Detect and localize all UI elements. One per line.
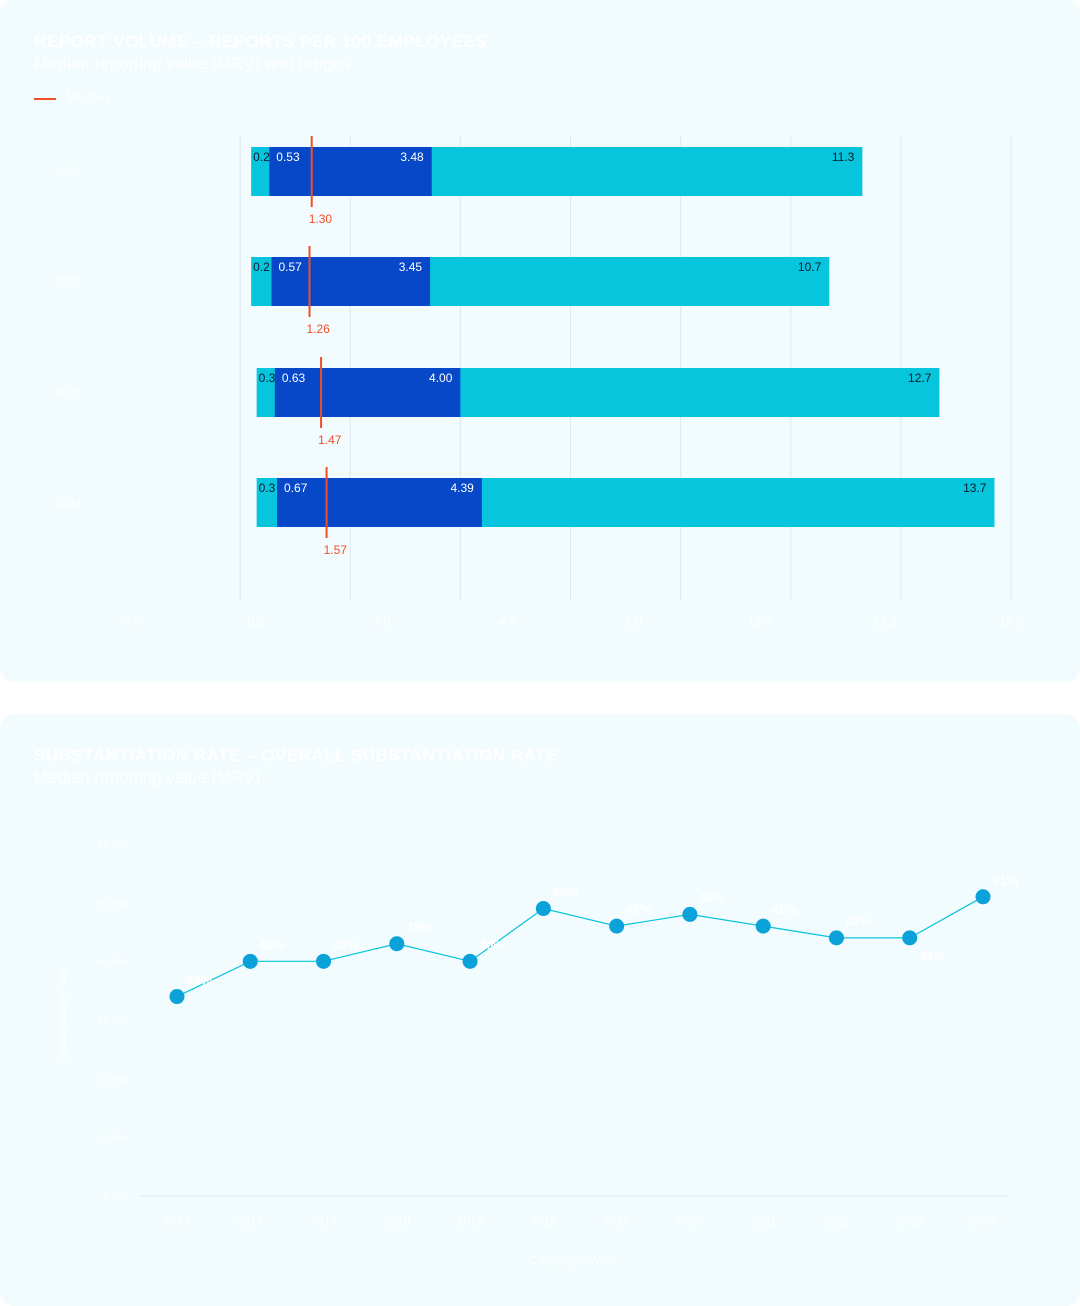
data-point xyxy=(316,953,332,969)
y-tick-label: 0.0% xyxy=(103,1191,128,1203)
y-tick-label: 60.0% xyxy=(97,839,128,851)
data-value-label: 40% xyxy=(259,937,285,952)
y-axis-title: Substantiation Rate xyxy=(57,966,69,1062)
chart1-subtitle: Median reporting value (MRV) and ranges xyxy=(34,54,351,73)
high-value-label: 13.7 xyxy=(963,481,987,495)
data-value-label: 34% xyxy=(186,973,212,988)
median-value-label: 1.26 xyxy=(307,322,331,336)
data-value-label: 51% xyxy=(992,873,1018,888)
data-point xyxy=(389,936,405,952)
range-bar-inner xyxy=(269,147,432,196)
low-value-label: 0.3 xyxy=(259,481,276,495)
x-tick-label: 2015 xyxy=(310,1214,337,1228)
high-value-label: 10.7 xyxy=(798,260,822,274)
x-tick-label: 2014 xyxy=(237,1214,264,1228)
high-value-label: 12.7 xyxy=(908,371,932,385)
data-point xyxy=(169,989,185,1005)
x-tick-label: 2.0 xyxy=(373,615,390,629)
data-point xyxy=(975,889,991,905)
q3-value-label: 3.48 xyxy=(400,150,424,164)
data-value-label: 44% xyxy=(919,948,945,963)
chart1-title: REPORT VOLUME – REPORTS PER 100 EMPLOYEE… xyxy=(34,32,488,51)
y-tick-label: 40.0% xyxy=(97,956,128,968)
median-value-label: 1.47 xyxy=(318,433,342,447)
y-category-label: 2022 xyxy=(55,275,82,289)
x-tick-label: 14.0 xyxy=(999,615,1023,629)
x-tick-label: 4.0 xyxy=(499,615,516,629)
low-value-label: 0.3 xyxy=(259,371,276,385)
median-legend-swatch xyxy=(34,98,56,100)
data-value-label: 46% xyxy=(626,902,652,917)
median-legend-label: Median xyxy=(66,90,109,105)
q1-value-label: 0.57 xyxy=(279,260,303,274)
y-tick-label: 30.0% xyxy=(97,1015,128,1027)
x-tick-label: 2022 xyxy=(823,1214,850,1228)
report-volume-chart: -2.0 0.0 2.0 4.0 6.0 10.0 12.0 14.0 2021 0.2 0.53 3… xyxy=(55,136,1023,629)
q3-value-label: 3.45 xyxy=(399,260,423,274)
report-volume-card: REPORT VOLUME – REPORTS PER 100 EMPLOYEE… xyxy=(0,0,1080,682)
series-line xyxy=(176,896,984,998)
data-value-label: 40% xyxy=(333,937,359,952)
y-tick-label: 20.0% xyxy=(97,1074,128,1086)
data-value-label: 46% xyxy=(772,902,798,917)
x-tick-label: 2016 xyxy=(383,1214,410,1228)
x-tick-label: 2019 xyxy=(603,1214,630,1228)
x-tick-label: 2024 xyxy=(970,1214,997,1228)
y-tick-label: 10.0% xyxy=(97,1132,128,1144)
x-tick-label: 2021 xyxy=(750,1214,777,1228)
data-value-label: 40% xyxy=(479,937,505,952)
range-bar-inner xyxy=(277,478,482,527)
substantiation-rate-chart: 0.0% 10.0% 20.0% 30.0% 40.0% 50.0% 60.0% Substa… xyxy=(57,839,1018,1268)
range-bar-inner xyxy=(274,368,461,417)
chart2-title: SUBSTANTIATION RATE – OVERALL SUBSTANTIA… xyxy=(34,746,558,765)
q3-value-label: 4.39 xyxy=(450,481,474,495)
q1-value-label: 0.67 xyxy=(284,481,308,495)
q3-value-label: 4.00 xyxy=(429,371,453,385)
data-point xyxy=(902,930,918,946)
data-value-label: 48% xyxy=(699,890,725,905)
data-point xyxy=(828,930,844,946)
x-tick-label: -2.0 xyxy=(120,615,141,629)
x-tick-label: 10.0 xyxy=(748,615,772,629)
x-tick-label: 2018 xyxy=(530,1214,557,1228)
x-tick-label: 6.0 xyxy=(625,615,642,629)
data-value-label: 43% xyxy=(406,920,432,935)
x-tick-label: 2017 xyxy=(457,1214,484,1228)
low-value-label: 0.2 xyxy=(253,150,270,164)
x-tick-label: 0.0 xyxy=(248,615,265,629)
data-point xyxy=(535,901,551,917)
data-point xyxy=(682,906,698,922)
x-tick-label: 2023 xyxy=(896,1214,923,1228)
low-value-label: 0.2 xyxy=(253,260,270,274)
y-category-label: 2024 xyxy=(55,496,82,510)
data-point xyxy=(242,953,258,969)
median-value-label: 1.57 xyxy=(324,543,348,557)
median-value-label: 1.30 xyxy=(309,212,333,226)
x-tick-label: 12.0 xyxy=(873,615,897,629)
data-value-label: 44% xyxy=(845,914,871,929)
y-category-label: 2021 xyxy=(55,165,82,179)
range-bar-inner xyxy=(271,257,431,306)
y-tick-label: 50.0% xyxy=(97,898,128,910)
chart2-subtitle: Median reporting value (MRV) xyxy=(34,768,261,787)
x-axis-title: Calendar Year xyxy=(528,1252,617,1268)
data-point xyxy=(462,953,478,969)
x-tick-label: 2020 xyxy=(677,1214,704,1228)
q1-value-label: 0.63 xyxy=(282,371,306,385)
x-tick-label: 2013 xyxy=(164,1214,191,1228)
data-point xyxy=(755,918,771,934)
data-value-label: 49% xyxy=(552,885,578,900)
q1-value-label: 0.53 xyxy=(276,150,300,164)
y-category-label: 2023 xyxy=(55,386,82,400)
substantiation-rate-card: SUBSTANTIATION RATE – OVERALL SUBSTANTIA… xyxy=(0,714,1080,1306)
high-value-label: 11.3 xyxy=(832,150,855,164)
data-point xyxy=(609,918,625,934)
